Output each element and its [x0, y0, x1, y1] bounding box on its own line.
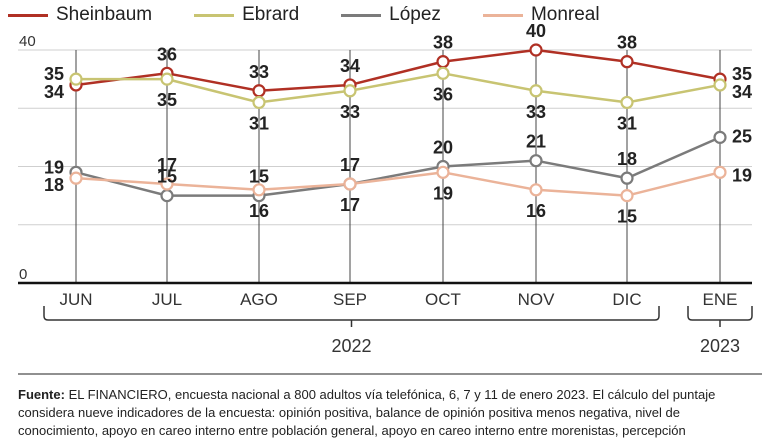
data-point-1-7: [713, 78, 727, 92]
data-point-0-5: [529, 43, 543, 57]
data-label-1-3: 33: [340, 102, 360, 122]
data-point-0-6: [620, 55, 634, 69]
data-label-3-2: 16: [249, 201, 269, 221]
legend-label-monreal: Monreal: [530, 4, 600, 25]
data-label-2-2: 15: [249, 167, 269, 187]
legend-swatch-lopez: [341, 13, 382, 17]
data-label-0-4: 38: [433, 33, 453, 53]
x-tick-label: OCT: [425, 290, 461, 309]
data-label-3-4: 19: [433, 183, 453, 203]
data-label-0-3: 34: [340, 56, 360, 76]
x-tick-label: JUN: [59, 290, 92, 309]
data-label-3-1: 17: [157, 155, 177, 175]
data-point-3-2: [252, 183, 266, 197]
data-label-1-6: 31: [617, 113, 637, 133]
data-label-1-0: 35: [44, 64, 64, 84]
data-label-1-2: 31: [249, 113, 269, 133]
legend-swatch-monreal: [482, 13, 523, 17]
legend-label-lopez: López: [389, 4, 441, 25]
data-point-2-1: [160, 189, 174, 203]
data-point-1-2: [252, 95, 266, 110]
data-label-0-1: 36: [157, 44, 177, 64]
data-label-3-6: 15: [617, 207, 637, 227]
data-label-1-7: 34: [732, 82, 752, 102]
data-point-3-3: [343, 177, 357, 191]
data-label-2-4: 20: [433, 138, 453, 158]
legend-swatch-ebrard: [194, 13, 235, 17]
data-label-1-1: 35: [157, 90, 177, 110]
data-label-0-2: 33: [249, 62, 269, 82]
x-tick-label: ENE: [703, 290, 738, 309]
data-point-2-6: [620, 171, 634, 185]
series-line-0: [75, 48, 721, 93]
data-label-2-0: 19: [44, 157, 64, 177]
x-tick-label: AGO: [240, 290, 278, 309]
x-tick-label: NOV: [518, 290, 556, 309]
data-point-2-7: [713, 130, 727, 144]
year-label: 2022: [331, 336, 371, 356]
data-point-0-4: [436, 55, 450, 69]
data-label-1-4: 36: [433, 84, 453, 104]
data-point-3-7: [713, 165, 727, 179]
data-label-0-0: 34: [44, 82, 64, 102]
data-label-3-7: 19: [732, 165, 752, 185]
data-point-3-6: [620, 189, 634, 203]
y-tick-label: 0: [19, 266, 27, 283]
legend-label-ebrard: Ebrard: [242, 4, 300, 25]
x-tick-label: DIC: [612, 290, 641, 309]
y-tick-label: 40: [19, 33, 36, 50]
data-label-0-6: 38: [617, 33, 637, 53]
data-label-0-5: 40: [526, 21, 546, 41]
legend-item-ebrard: Ebrard: [186, 4, 299, 26]
data-point-3-4: [436, 165, 450, 179]
data-label-2-1: 15: [157, 167, 177, 187]
data-label-2-5: 21: [526, 132, 546, 152]
data-point-1-0: [69, 72, 83, 86]
data-point-2-5: [529, 154, 543, 168]
legend-item-sheinbaum: Sheinbaum: [0, 4, 152, 26]
series-line-2: [75, 136, 721, 197]
data-point-3-0: [69, 171, 83, 185]
data-point-1-4: [436, 66, 450, 80]
legend-swatch-sheinbaum: [8, 13, 48, 17]
legend-item-lopez: López: [333, 4, 441, 26]
data-point-1-1: [160, 72, 174, 86]
data-label-2-6: 18: [617, 149, 637, 169]
data-point-1-3: [343, 84, 357, 98]
source-label: Fuente:: [18, 387, 65, 402]
source-text: EL FINANCIERO, encuesta nacional a 800 a…: [18, 387, 716, 438]
legend: Sheinbaum Ebrard López Monreal: [0, 0, 634, 30]
source-note: Fuente: EL FINANCIERO, encuesta nacional…: [18, 386, 763, 440]
x-tick-label: JUL: [152, 290, 182, 309]
legend-item-monreal: Monreal: [475, 4, 600, 26]
data-label-3-0: 18: [44, 175, 64, 195]
x-tick-label: SEP: [333, 290, 367, 309]
data-point-0-2: [252, 84, 266, 98]
year-label: 2023: [700, 336, 740, 356]
data-label-0-7: 35: [732, 64, 752, 84]
data-point-1-6: [620, 95, 634, 110]
legend-label-sheinbaum: Sheinbaum: [56, 4, 153, 25]
series-line-1: [76, 72, 721, 104]
data-label-3-5: 16: [526, 201, 546, 221]
data-label-3-3: 17: [340, 195, 360, 215]
data-label-2-3: 17: [340, 155, 360, 175]
data-point-3-5: [529, 183, 543, 197]
series-line-3: [75, 171, 721, 197]
data-point-3-1: [160, 177, 174, 191]
data-label-2-7: 25: [732, 126, 752, 146]
data-point-1-5: [529, 84, 543, 98]
data-label-1-5: 33: [526, 102, 546, 122]
